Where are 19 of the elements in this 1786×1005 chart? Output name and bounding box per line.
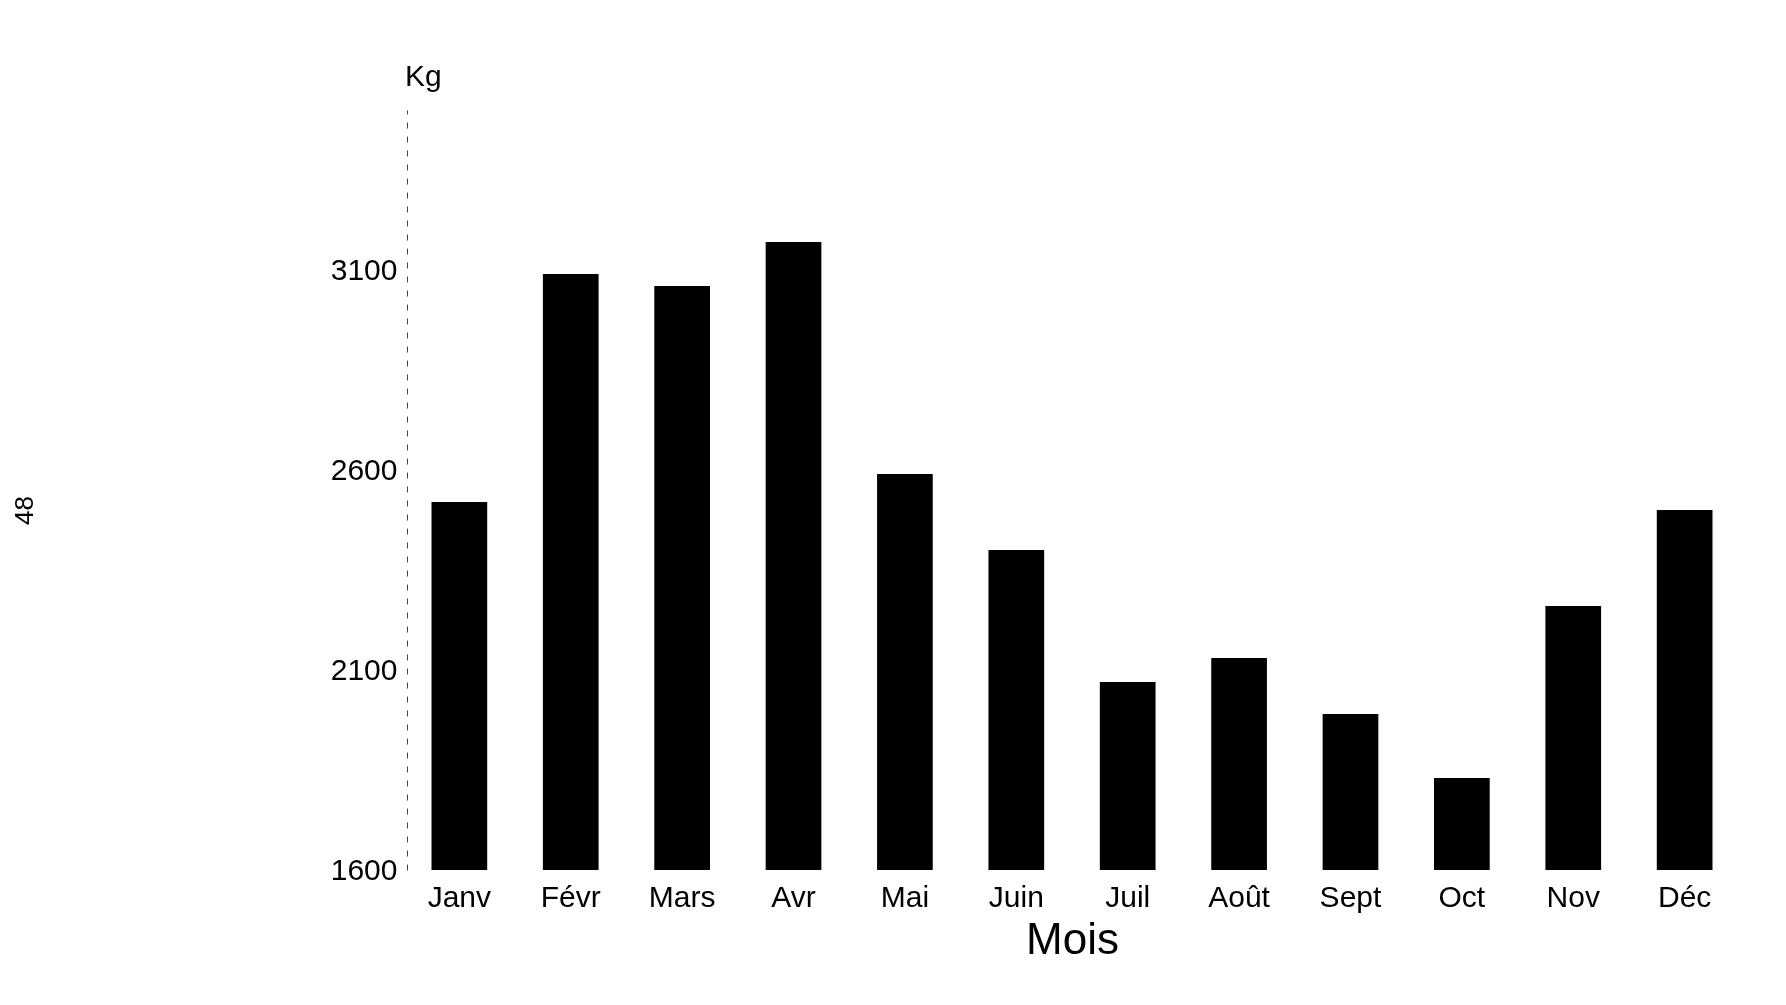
text: 48 (8, 496, 40, 525)
y-tick-label: 2100 (330, 652, 398, 686)
x-axis-title: Mois (1026, 913, 1119, 963)
x-tick-label: Mars (648, 879, 716, 913)
x-tick-label: Avr (771, 879, 816, 913)
x-tick-label: Déc (1657, 879, 1712, 913)
x-tick-label: Févr (540, 879, 601, 913)
x-tick-label: Mai (880, 879, 930, 913)
x-tick-label: Août (1208, 879, 1271, 913)
y-axis-title: Kg (405, 59, 442, 92)
x-tick-label: Oct (1438, 879, 1486, 913)
x-tick-label: Sept (1319, 879, 1382, 913)
y-tick-label: 2600 (330, 452, 398, 486)
x-tick-label: Janv (427, 879, 492, 913)
y-tick-label: 3100 (330, 252, 398, 286)
x-tick-label: Juin (988, 879, 1044, 913)
x-tick-label: Nov (1546, 879, 1600, 913)
x-tick-label: Juil (1105, 879, 1151, 913)
y-tick-label: 1600 (330, 852, 398, 886)
